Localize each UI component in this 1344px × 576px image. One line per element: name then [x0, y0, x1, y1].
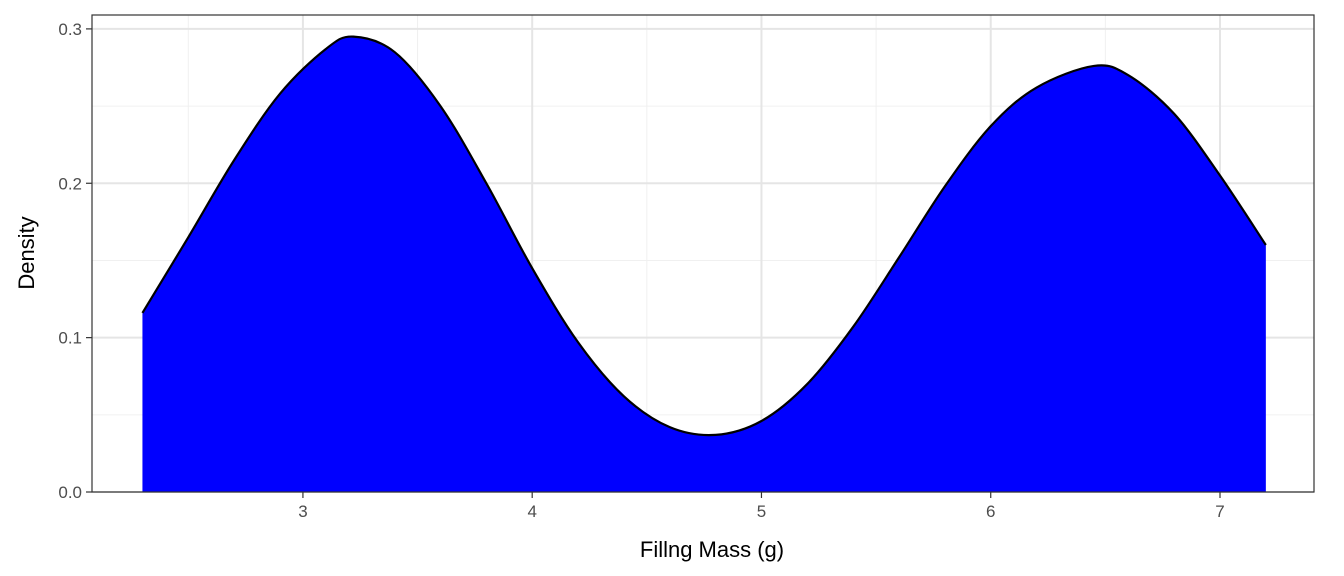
density-area — [142, 36, 1266, 492]
y-tick-label: 0.3 — [58, 20, 82, 39]
x-tick-label: 3 — [298, 502, 307, 521]
y-axis-title: Density — [14, 216, 39, 289]
y-tick-label: 0.2 — [58, 174, 82, 193]
x-tick-label: 7 — [1215, 502, 1224, 521]
x-tick-label: 6 — [986, 502, 995, 521]
x-tick-label: 4 — [527, 502, 536, 521]
x-axis: 3 4 5 6 7 — [298, 492, 1225, 521]
panel-border — [91, 14, 1315, 493]
y-tick-label: 0.1 — [58, 329, 82, 348]
y-axis: 0.0 0.1 0.2 0.3 — [58, 20, 92, 502]
series-layer — [141, 35, 1267, 492]
density-line — [141, 35, 1267, 437]
x-axis-title: Fillng Mass (g) — [640, 537, 784, 562]
x-tick-label: 5 — [757, 502, 766, 521]
y-tick-label: 0.0 — [58, 483, 82, 502]
